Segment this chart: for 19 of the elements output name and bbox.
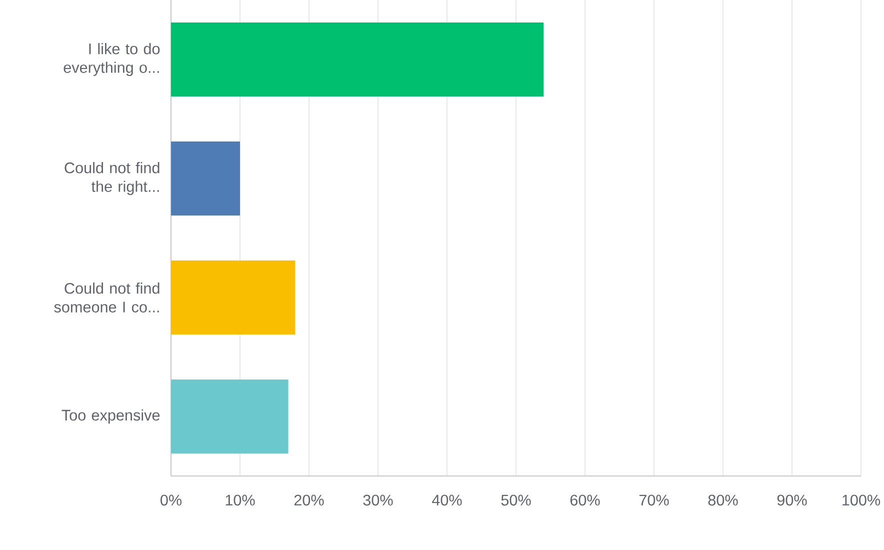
y-tick-label: I like to do everything o... <box>64 43 160 76</box>
bar <box>171 142 240 216</box>
bar <box>171 260 296 335</box>
x-tick-label: 0% <box>160 494 182 506</box>
bar <box>171 380 288 454</box>
x-tick-label: 50% <box>501 494 531 506</box>
y-tick-label: Could not find the right... <box>64 162 160 195</box>
y-tick-label: Too expensive <box>62 409 160 424</box>
x-tick-label: 60% <box>570 494 600 506</box>
x-tick-label: 70% <box>639 494 669 506</box>
x-tick-label: 80% <box>708 494 738 506</box>
x-tick-label: 90% <box>777 494 807 506</box>
x-tick-label: 30% <box>363 494 393 506</box>
bar <box>171 22 544 97</box>
x-tick-label: 40% <box>432 494 462 506</box>
x-tick-label: 10% <box>226 494 255 506</box>
x-tick-label: 100% <box>842 494 880 506</box>
y-tick-label: Could not find someone I co... <box>54 282 160 312</box>
x-tick-label: 20% <box>294 494 324 506</box>
